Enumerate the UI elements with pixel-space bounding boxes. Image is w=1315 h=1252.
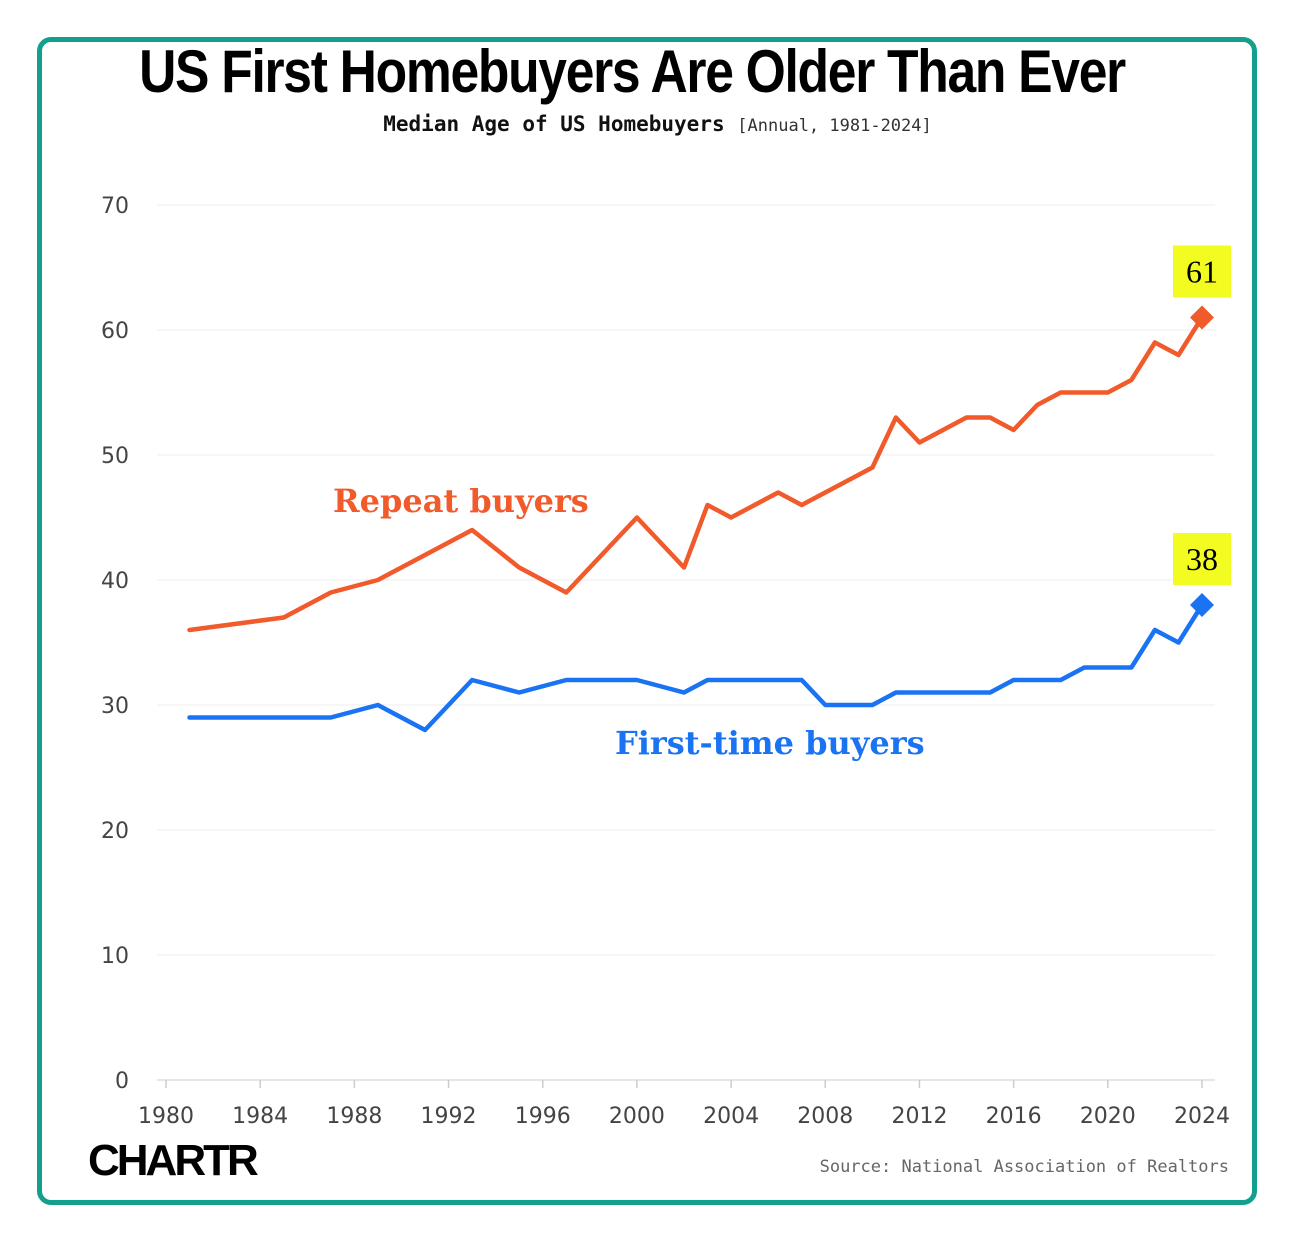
y-tick-label: 20	[101, 819, 129, 844]
x-tick-label: 2012	[891, 1104, 947, 1129]
x-tick-label: 2000	[609, 1104, 665, 1129]
source-note: Source: National Association of Realtors	[819, 1157, 1229, 1177]
subtitle-main: Median Age of US Homebuyers	[383, 112, 725, 136]
x-tick-label: 1996	[515, 1104, 571, 1129]
y-tick-label: 30	[101, 694, 129, 719]
y-axis-ticks: 0 10 20 30 40 50 60 70	[101, 194, 129, 1094]
x-tick-label: 2024	[1174, 1104, 1230, 1129]
end-value-callout	[1173, 533, 1231, 585]
y-tick-label: 40	[101, 569, 129, 594]
series-line-0	[187, 315, 1205, 633]
end-value-label: 38	[1186, 541, 1218, 577]
x-tick-label: 1980	[138, 1104, 194, 1129]
series-line-1	[187, 602, 1205, 733]
series-label: Repeat buyers	[333, 482, 589, 520]
x-tick-label: 2016	[986, 1104, 1042, 1129]
series-lines	[187, 305, 1214, 733]
x-tick-label: 2004	[703, 1104, 759, 1129]
end-value-callout	[1173, 245, 1231, 298]
y-tick-label: 60	[101, 319, 129, 344]
series-labels: 61 Repeat buyers 38 First-time buyers	[333, 245, 1231, 762]
end-marker	[1190, 593, 1214, 617]
end-marker	[1190, 305, 1214, 330]
x-tick-label: 1992	[421, 1104, 477, 1129]
y-tick-label: 50	[101, 444, 129, 469]
chart-subtitle: Median Age of US Homebuyers [Annual, 198…	[0, 112, 1315, 136]
x-tick-label: 2008	[797, 1104, 853, 1129]
x-tick-label: 1984	[232, 1104, 288, 1129]
y-tick-label: 70	[101, 194, 129, 219]
brand-logo: CHARTR	[88, 1136, 259, 1185]
end-value-label: 61	[1186, 254, 1218, 290]
series-label: First-time buyers	[615, 724, 925, 762]
x-tick-label: 2020	[1080, 1104, 1136, 1129]
y-tick-label: 0	[115, 1069, 129, 1094]
x-axis: 1980 1984 1988 1992 1996 2000 2004 2008 2012 2016…	[138, 1079, 1230, 1129]
subtitle-note: [Annual, 1981-2024]	[737, 116, 932, 136]
gridlines	[157, 204, 1215, 956]
x-tick-label: 1988	[326, 1104, 382, 1129]
y-tick-label: 10	[101, 944, 129, 969]
chart-title: US First Homebuyers Are Older Than Ever	[139, 38, 1126, 105]
